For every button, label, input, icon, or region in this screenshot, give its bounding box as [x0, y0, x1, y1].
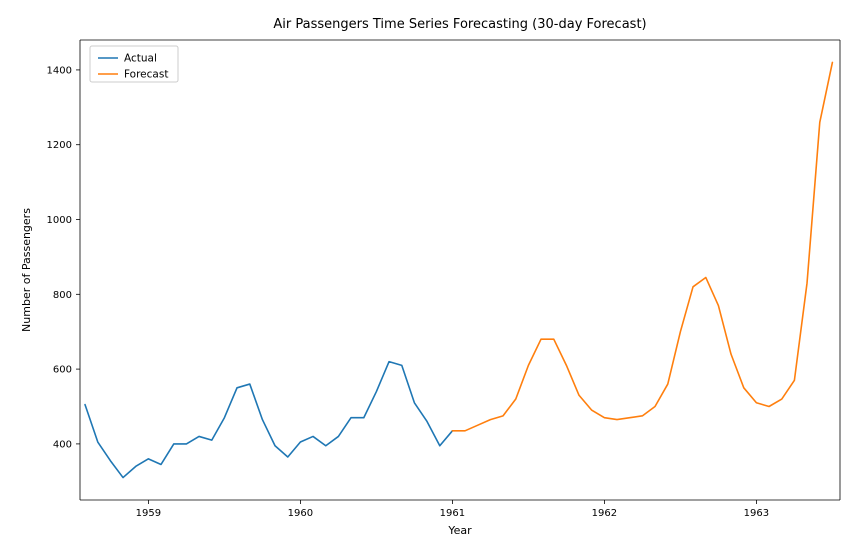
legend-label: Actual	[124, 53, 157, 65]
y-tick-label: 800	[53, 290, 72, 301]
x-tick-label: 1960	[288, 508, 313, 519]
y-ticks: 400 600 800 1000 1200 1400	[47, 65, 80, 450]
x-axis-label: Year	[447, 524, 472, 537]
y-tick-label: 1200	[47, 140, 72, 151]
x-ticks: 1959 1960 1961 1962 1963	[136, 500, 769, 519]
chart-title: Air Passengers Time Series Forecasting (…	[273, 17, 646, 32]
y-axis-label: Number of Passengers	[20, 208, 33, 332]
x-tick-label: 1961	[440, 508, 465, 519]
y-tick-label: 1400	[47, 65, 72, 76]
y-tick-label: 1000	[47, 215, 72, 226]
y-tick-label: 600	[53, 365, 72, 376]
chart-container: 1959 1960 1961 1962 1963 400 600 800 1000 1200 14…	[0, 0, 859, 547]
legend: Actual Forecast	[90, 46, 178, 82]
x-tick-label: 1962	[592, 508, 617, 519]
x-tick-label: 1959	[136, 508, 161, 519]
chart-svg: 1959 1960 1961 1962 1963 400 600 800 1000 1200 14…	[0, 0, 859, 547]
legend-label: Forecast	[124, 69, 168, 81]
x-tick-label: 1963	[744, 508, 769, 519]
y-tick-label: 400	[53, 439, 72, 450]
